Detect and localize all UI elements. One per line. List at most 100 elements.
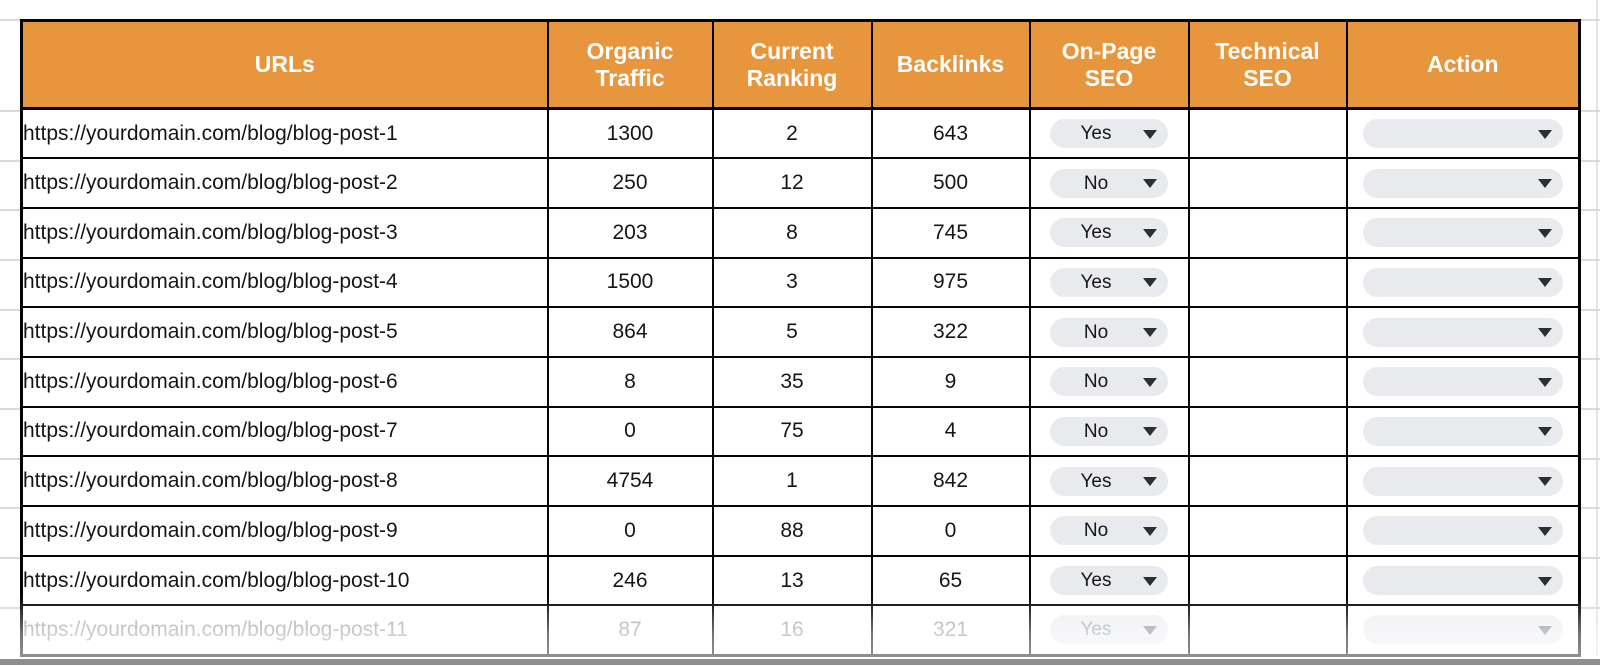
onpage-seo-cell[interactable]: Yes [1028, 455, 1190, 507]
current-ranking-cell[interactable]: 35 [711, 355, 873, 408]
header-organic-traffic[interactable]: Organic Traffic [546, 19, 714, 110]
onpage-seo-dropdown[interactable]: No [1050, 416, 1168, 446]
technical-seo-cell[interactable] [1187, 306, 1348, 358]
url-cell[interactable]: https://yourdomain.com/blog/blog-post-5 [20, 306, 549, 358]
organic-traffic-cell[interactable]: 8 [546, 355, 714, 408]
technical-seo-cell[interactable] [1187, 455, 1348, 507]
header-current-ranking[interactable]: Current Ranking [711, 19, 873, 110]
organic-traffic-cell[interactable]: 4754 [546, 455, 714, 507]
technical-seo-cell[interactable] [1187, 554, 1348, 607]
technical-seo-cell[interactable] [1187, 505, 1348, 557]
action-dropdown[interactable] [1362, 168, 1563, 198]
onpage-seo-dropdown[interactable]: No [1050, 168, 1168, 198]
backlinks-cell[interactable]: 745 [870, 206, 1031, 259]
onpage-seo-cell[interactable]: Yes [1028, 256, 1190, 309]
action-cell[interactable] [1345, 604, 1581, 657]
header-action[interactable]: Action [1345, 19, 1581, 110]
onpage-seo-cell[interactable]: No [1028, 405, 1190, 458]
onpage-seo-dropdown[interactable]: Yes [1050, 119, 1168, 149]
organic-traffic-cell[interactable]: 0 [546, 405, 714, 458]
action-dropdown[interactable] [1362, 466, 1563, 496]
action-cell[interactable] [1345, 306, 1581, 358]
organic-traffic-cell[interactable]: 250 [546, 157, 714, 209]
header-backlinks[interactable]: Backlinks [870, 19, 1031, 110]
technical-seo-cell[interactable] [1187, 256, 1348, 309]
organic-traffic-cell[interactable]: 864 [546, 306, 714, 358]
header-technical-seo[interactable]: Technical SEO [1187, 19, 1348, 110]
current-ranking-cell[interactable]: 5 [711, 306, 873, 358]
onpage-seo-cell[interactable]: Yes [1028, 604, 1190, 657]
url-cell[interactable]: https://yourdomain.com/blog/blog-post-3 [20, 206, 549, 259]
url-cell[interactable]: https://yourdomain.com/blog/blog-post-1 [20, 107, 549, 160]
current-ranking-cell[interactable]: 3 [711, 256, 873, 309]
current-ranking-cell[interactable]: 2 [711, 107, 873, 160]
onpage-seo-dropdown[interactable]: No [1050, 367, 1168, 397]
current-ranking-cell[interactable]: 8 [711, 206, 873, 259]
action-dropdown[interactable] [1362, 416, 1563, 446]
action-dropdown[interactable] [1362, 317, 1563, 347]
organic-traffic-cell[interactable]: 1300 [546, 107, 714, 160]
action-cell[interactable] [1345, 455, 1581, 507]
action-dropdown[interactable] [1362, 218, 1563, 248]
onpage-seo-dropdown[interactable]: No [1050, 516, 1168, 546]
technical-seo-cell[interactable] [1187, 107, 1348, 160]
backlinks-cell[interactable]: 9 [870, 355, 1031, 408]
action-dropdown[interactable] [1362, 516, 1563, 546]
backlinks-cell[interactable]: 0 [870, 505, 1031, 557]
backlinks-cell[interactable]: 321 [870, 604, 1031, 657]
onpage-seo-cell[interactable]: No [1028, 505, 1190, 557]
onpage-seo-cell[interactable]: No [1028, 306, 1190, 358]
onpage-seo-dropdown[interactable]: No [1050, 317, 1168, 347]
action-dropdown[interactable] [1362, 267, 1563, 297]
onpage-seo-cell[interactable]: No [1028, 355, 1190, 408]
backlinks-cell[interactable]: 500 [870, 157, 1031, 209]
action-cell[interactable] [1345, 107, 1581, 160]
backlinks-cell[interactable]: 643 [870, 107, 1031, 160]
technical-seo-cell[interactable] [1187, 604, 1348, 657]
backlinks-cell[interactable]: 975 [870, 256, 1031, 309]
technical-seo-cell[interactable] [1187, 405, 1348, 458]
action-dropdown[interactable] [1362, 119, 1563, 149]
url-cell[interactable]: https://yourdomain.com/blog/blog-post-6 [20, 355, 549, 408]
organic-traffic-cell[interactable]: 0 [546, 505, 714, 557]
action-cell[interactable] [1345, 505, 1581, 557]
backlinks-cell[interactable]: 322 [870, 306, 1031, 358]
onpage-seo-dropdown[interactable]: Yes [1050, 566, 1168, 596]
action-cell[interactable] [1345, 256, 1581, 309]
action-dropdown[interactable] [1362, 615, 1563, 645]
url-cell[interactable]: https://yourdomain.com/blog/blog-post-11 [20, 604, 549, 657]
technical-seo-cell[interactable] [1187, 157, 1348, 209]
current-ranking-cell[interactable]: 13 [711, 554, 873, 607]
onpage-seo-cell[interactable]: No [1028, 157, 1190, 209]
current-ranking-cell[interactable]: 75 [711, 405, 873, 458]
onpage-seo-dropdown[interactable]: Yes [1050, 267, 1168, 297]
header-urls[interactable]: URLs [20, 19, 549, 110]
onpage-seo-dropdown[interactable]: Yes [1050, 615, 1168, 645]
technical-seo-cell[interactable] [1187, 355, 1348, 408]
url-cell[interactable]: https://yourdomain.com/blog/blog-post-4 [20, 256, 549, 309]
backlinks-cell[interactable]: 4 [870, 405, 1031, 458]
action-cell[interactable] [1345, 405, 1581, 458]
technical-seo-cell[interactable] [1187, 206, 1348, 259]
onpage-seo-cell[interactable]: Yes [1028, 206, 1190, 259]
onpage-seo-cell[interactable]: Yes [1028, 107, 1190, 160]
url-cell[interactable]: https://yourdomain.com/blog/blog-post-10 [20, 554, 549, 607]
action-dropdown[interactable] [1362, 367, 1563, 397]
action-cell[interactable] [1345, 554, 1581, 607]
onpage-seo-dropdown[interactable]: Yes [1050, 466, 1168, 496]
header-onpage-seo[interactable]: On-Page SEO [1028, 19, 1190, 110]
action-cell[interactable] [1345, 206, 1581, 259]
organic-traffic-cell[interactable]: 1500 [546, 256, 714, 309]
current-ranking-cell[interactable]: 88 [711, 505, 873, 557]
action-cell[interactable] [1345, 157, 1581, 209]
backlinks-cell[interactable]: 842 [870, 455, 1031, 507]
url-cell[interactable]: https://yourdomain.com/blog/blog-post-9 [20, 505, 549, 557]
onpage-seo-cell[interactable]: Yes [1028, 554, 1190, 607]
backlinks-cell[interactable]: 65 [870, 554, 1031, 607]
url-cell[interactable]: https://yourdomain.com/blog/blog-post-7 [20, 405, 549, 458]
current-ranking-cell[interactable]: 12 [711, 157, 873, 209]
current-ranking-cell[interactable]: 1 [711, 455, 873, 507]
organic-traffic-cell[interactable]: 246 [546, 554, 714, 607]
url-cell[interactable]: https://yourdomain.com/blog/blog-post-2 [20, 157, 549, 209]
action-cell[interactable] [1345, 355, 1581, 408]
